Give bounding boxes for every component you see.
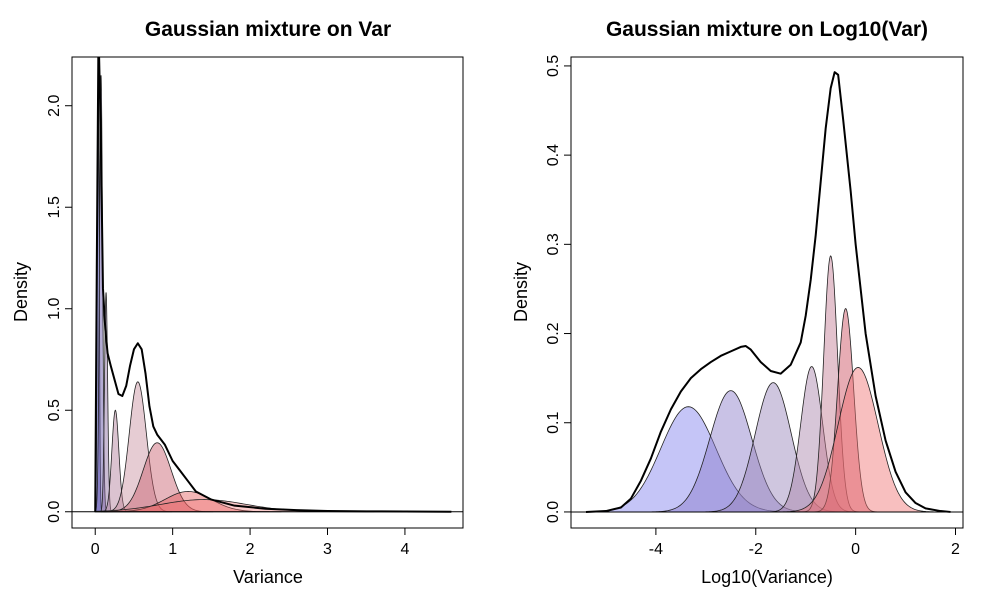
component-5 bbox=[103, 381, 173, 513]
chart-title-right: Gaussian mixture on Log10(Var) bbox=[606, 18, 928, 41]
x-tick-label: 0 bbox=[851, 541, 860, 558]
plot-frame bbox=[71, 56, 464, 529]
y-tick-label: 0.5 bbox=[46, 399, 63, 421]
x-tick-label: 3 bbox=[323, 541, 332, 558]
y-tick-label: 2.0 bbox=[46, 95, 63, 117]
y-tick-label: 0.4 bbox=[545, 144, 562, 166]
x-tick-label: 2 bbox=[951, 541, 960, 558]
component-2 bbox=[94, 75, 108, 513]
plot-frame bbox=[570, 56, 964, 529]
x-axis-label-left: Variance bbox=[233, 567, 303, 587]
panel-right: Gaussian mixture on Log10(Var) Log10(Var… bbox=[511, 18, 964, 587]
chart-title-left: Gaussian mixture on Var bbox=[145, 18, 391, 41]
component-3 bbox=[99, 292, 113, 513]
x-tick-label: 4 bbox=[400, 541, 409, 558]
component-7 bbox=[777, 367, 939, 513]
x-tick-label: 1 bbox=[168, 541, 177, 558]
total-density-line bbox=[94, 57, 452, 513]
y-tick-label: 0.2 bbox=[545, 322, 562, 344]
plot-content bbox=[571, 71, 963, 513]
total-density-line bbox=[585, 71, 951, 513]
plot-area-right: -4 -2 0 2 0.0 0.1 0.2 0.3 0.4 0.5 bbox=[545, 55, 964, 558]
y-axis-label-right: Density bbox=[511, 262, 531, 322]
y-tick-label: 0.3 bbox=[545, 233, 562, 255]
x-axis-label-right: Log10(Variance) bbox=[701, 567, 833, 587]
x-tick-label: 2 bbox=[246, 541, 255, 558]
y-tick-label: 0.1 bbox=[545, 412, 562, 434]
y-tick-label: 0.0 bbox=[46, 501, 63, 523]
x-tick-label: -2 bbox=[749, 541, 763, 558]
x-tick-label: -4 bbox=[649, 541, 663, 558]
y-tick-label: 0.0 bbox=[545, 501, 562, 523]
plot-area-left: 0 1 2 3 4 0.0 0.5 1.0 1.5 2.0 bbox=[46, 56, 464, 558]
component-2 bbox=[646, 390, 816, 513]
plot-content bbox=[72, 57, 463, 513]
y-tick-label: 1.0 bbox=[46, 298, 63, 320]
panel-left: Gaussian mixture on Var Variance Density… bbox=[11, 18, 464, 587]
x-tick-label: 0 bbox=[91, 541, 100, 558]
y-tick-label: 0.5 bbox=[545, 55, 562, 77]
component-6 bbox=[813, 308, 879, 513]
y-axis-label-left: Density bbox=[11, 262, 31, 322]
y-tick-label: 1.5 bbox=[46, 196, 63, 218]
